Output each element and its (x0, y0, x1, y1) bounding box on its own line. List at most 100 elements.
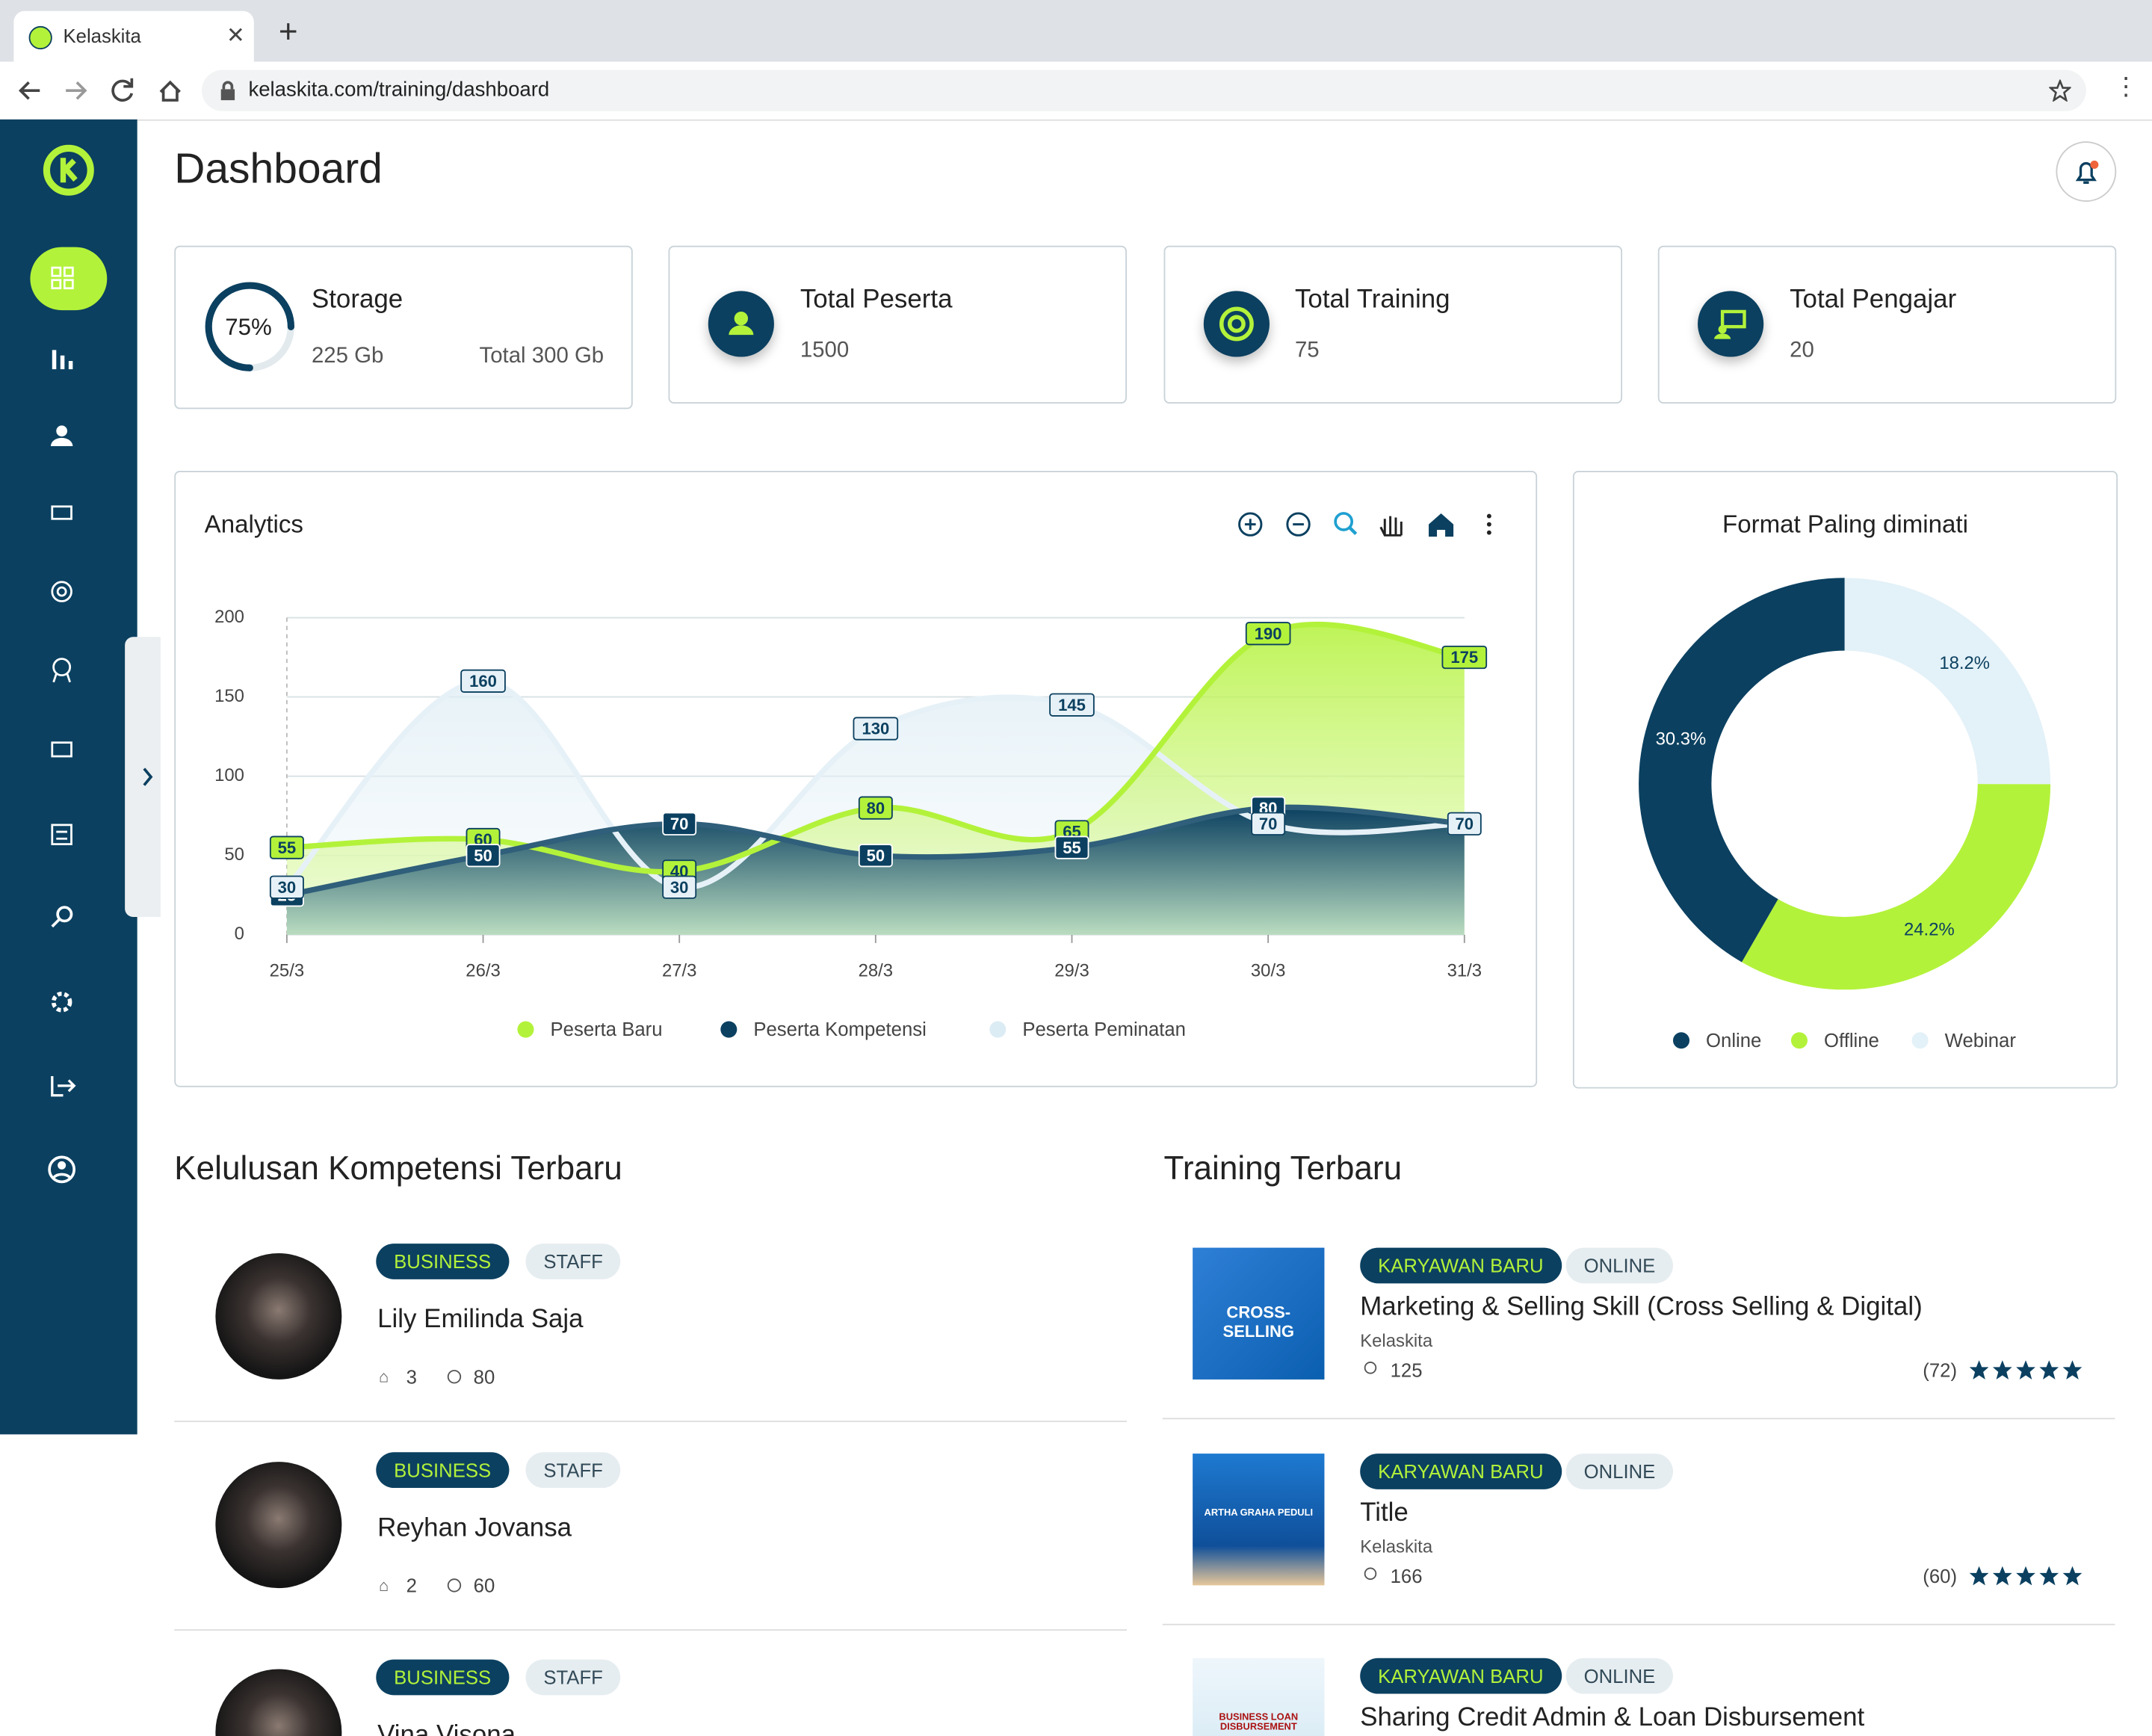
nav-buttons[interactable] (0, 62, 192, 120)
legend-marker (1790, 1032, 1808, 1049)
data-label: 80 (867, 799, 885, 818)
bell-icon (2075, 160, 2099, 184)
stat-icon (708, 291, 774, 357)
legend-marker (989, 1021, 1007, 1038)
tag: BUSINESS (376, 1244, 510, 1279)
data-label: 145 (1058, 696, 1086, 714)
ring-progress (205, 282, 294, 371)
divider (1162, 1622, 2115, 1625)
thumbnail: CROSS-SELLING (1193, 1247, 1325, 1380)
data-label: 160 (469, 672, 497, 691)
tab[interactable]: Kelaskita ✕ (13, 10, 254, 62)
data-label-box (858, 796, 893, 820)
donut-slice (1639, 578, 1845, 963)
address-bar[interactable]: kelaskita.com/training/dashboard (202, 69, 2086, 111)
tag: KARYAWAN BARU (1360, 1453, 1562, 1489)
stat-value: 75 (1294, 339, 1320, 362)
series-area (286, 807, 1465, 935)
star (1969, 1565, 1989, 1585)
thumbnail: BUSINESS LOAN DISBURSEMENT (1193, 1658, 1325, 1736)
favicon (28, 25, 52, 50)
page-title: Dashboard (174, 143, 383, 193)
legend-label: Peserta Peminatan (1022, 1019, 1186, 1040)
star (2016, 1360, 2035, 1380)
y-tick-label: 150 (214, 686, 244, 706)
storage-total: Total 300 Gb (479, 345, 605, 368)
points: 60 (473, 1573, 495, 1596)
tag: BUSINESS (376, 1451, 510, 1488)
tag: STAFF (525, 1244, 621, 1279)
notification-button[interactable] (2056, 141, 2117, 203)
section-title: Training Terbaru (1163, 1150, 1403, 1187)
points-icon (447, 1370, 462, 1384)
participant-icon (1364, 1566, 1377, 1580)
thumbnail: ARTHA GRAHA PEDULI (1193, 1453, 1325, 1585)
y-tick-label: 50 (224, 844, 244, 865)
thumbnail-text: BUSINESS LOAN DISBURSEMENT (1219, 1713, 1299, 1732)
sidebar (0, 119, 137, 1435)
tag: KARYAWAN BARU (1360, 1658, 1562, 1694)
data-label: 50 (474, 846, 492, 865)
avatar (215, 1669, 342, 1736)
star (2062, 1360, 2083, 1380)
data-label: 70 (670, 815, 689, 833)
legend-marker (1672, 1032, 1690, 1049)
stat-icon (1698, 291, 1764, 357)
analytics-title: Analytics (204, 510, 303, 539)
legend-label: Online (1706, 1031, 1761, 1051)
tag: STAFF (525, 1451, 621, 1488)
url: kelaskita.com/training/dashboard (248, 78, 550, 102)
rating-stars (1969, 1565, 2083, 1585)
data-label-box (466, 844, 501, 868)
chevron (143, 767, 153, 786)
bookmark-star[interactable] (2049, 79, 2071, 102)
storage-card: 75% Storage 225 Gb Total 300 Gb (174, 245, 633, 410)
y-tick-label: 200 (214, 607, 244, 627)
x-tick-label: 30/3 (1251, 961, 1285, 981)
collapse-handle[interactable] (125, 637, 161, 917)
y-tick-label: 0 (235, 924, 244, 944)
legend-label: Peserta Kompetensi (753, 1019, 926, 1040)
tag: ONLINE (1565, 1453, 1674, 1489)
star (1992, 1360, 2012, 1380)
thumbnail-text: CROSS-SELLING (1222, 1303, 1295, 1341)
sidebar-icons (30, 144, 108, 1184)
lock-icon (220, 81, 235, 101)
data-label: 70 (1259, 815, 1278, 833)
data-label-box (1447, 812, 1482, 835)
x-tick-label: 29/3 (1054, 961, 1089, 981)
star (1969, 1360, 1989, 1380)
training-title: Marketing & Selling Skill (Cross Selling… (1360, 1293, 1923, 1322)
stat-label: Total Training (1294, 285, 1450, 315)
tag: BUSINESS (376, 1659, 510, 1696)
data-label-box (1245, 622, 1291, 646)
menu[interactable]: ⋮ (2113, 72, 2139, 101)
data-label-box (1251, 812, 1286, 835)
tag: STAFF (525, 1659, 621, 1696)
data-label-box (460, 669, 506, 694)
data-label: 70 (1456, 815, 1474, 833)
provider: Kelaskita (1360, 1535, 1433, 1556)
data-label: 30 (670, 878, 689, 897)
slice-label: 18.2% (1939, 653, 1990, 673)
tab-close[interactable]: ✕ (226, 25, 245, 49)
format-card: Format Paling diminati 18.2% 24.2% 30.3% On… (1572, 471, 2118, 1089)
data-label-box (269, 875, 304, 899)
format-title: Format Paling diminati (1722, 510, 1968, 539)
tag: KARYAWAN BARU (1360, 1247, 1562, 1284)
person-name: Reyhan Jovansa (377, 1513, 572, 1542)
data-label-box (1054, 835, 1089, 859)
star (1992, 1565, 2012, 1585)
stat-card: Total Peserta 1500 (668, 245, 1127, 404)
star (2062, 1565, 2083, 1585)
reviews: (60) (1923, 1563, 1958, 1587)
data-label: 50 (867, 846, 885, 865)
chart-toolbar[interactable] (1232, 505, 1506, 546)
new-tab[interactable]: + (278, 13, 298, 51)
divider (174, 1628, 1127, 1631)
participants: 125 (1390, 1359, 1423, 1381)
training-title: Title (1360, 1498, 1409, 1528)
avatar (215, 1252, 342, 1380)
star (2039, 1565, 2059, 1585)
data-label-box (1441, 645, 1488, 670)
